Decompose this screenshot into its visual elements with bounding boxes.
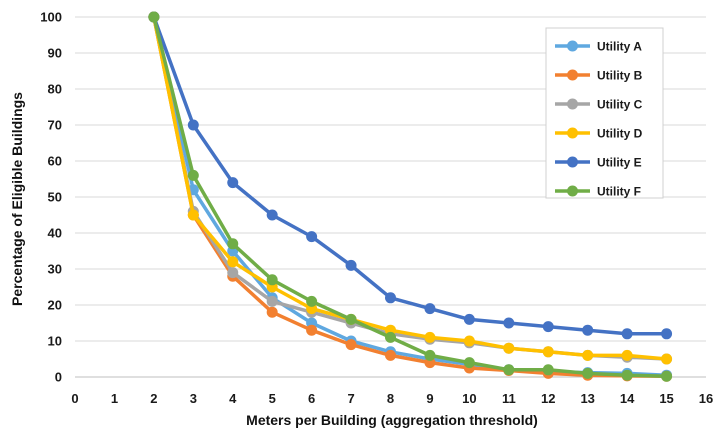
x-axis-ticks: 0 1 2 3 4 5 6 7 8 9 10 11 12 13 14 15 16 <box>71 391 713 406</box>
x-tick-label: 6 <box>308 391 315 406</box>
series-line <box>152 16 667 379</box>
series-line <box>152 16 667 379</box>
data-point <box>266 274 278 286</box>
x-tick-label: 16 <box>699 391 713 406</box>
data-point <box>227 238 239 250</box>
data-point <box>582 349 594 361</box>
legend: Utility A Utility B Utility C Utility D Util… <box>545 27 664 199</box>
x-tick-label: 8 <box>387 391 394 406</box>
data-point <box>266 295 278 307</box>
data-point <box>148 11 160 23</box>
data-point <box>385 349 396 361</box>
x-tick-label: 4 <box>229 391 237 406</box>
legend-label: Utility F <box>597 185 641 199</box>
data-point <box>661 353 673 365</box>
x-tick-label: 15 <box>659 391 673 406</box>
x-tick-label: 2 <box>150 391 157 406</box>
data-point <box>345 339 357 351</box>
legend-label: Utility A <box>597 40 642 54</box>
y-tick-label: 40 <box>48 226 62 241</box>
data-point <box>424 331 436 343</box>
legend-label: Utility C <box>597 98 643 112</box>
x-tick-label: 11 <box>502 391 516 406</box>
data-point <box>503 364 515 376</box>
y-tick-label: 10 <box>48 334 62 349</box>
data-point <box>227 267 239 279</box>
data-point <box>306 231 318 243</box>
data-point <box>582 367 594 379</box>
data-point <box>266 209 278 221</box>
x-tick-label: 0 <box>71 391 78 406</box>
series-utility-e <box>148 11 673 340</box>
data-point <box>621 328 633 340</box>
series-line <box>152 16 667 336</box>
legend-label: Utility D <box>597 127 643 141</box>
data-point <box>582 324 594 336</box>
data-point <box>345 259 357 271</box>
legend-box <box>545 27 664 199</box>
data-point <box>463 335 475 347</box>
data-point <box>187 119 199 131</box>
data-point <box>542 321 554 333</box>
data-point <box>345 313 357 325</box>
data-point <box>385 292 396 304</box>
x-tick-label: 12 <box>541 391 555 406</box>
data-point <box>385 331 396 343</box>
data-point <box>661 370 673 382</box>
data-point <box>503 317 515 329</box>
series-line <box>152 16 667 361</box>
data-point <box>542 346 554 358</box>
y-tick-label: 0 <box>55 370 62 385</box>
y-tick-label: 50 <box>48 190 62 205</box>
y-tick-label: 20 <box>48 298 62 313</box>
x-tick-label: 9 <box>426 391 433 406</box>
x-tick-label: 1 <box>111 391 118 406</box>
legend-marker <box>567 156 578 168</box>
x-axis-title: Meters per Building (aggregation thresho… <box>246 412 538 428</box>
y-tick-label: 100 <box>40 10 62 25</box>
data-point <box>266 306 278 318</box>
legend-marker <box>567 98 578 110</box>
y-tick-label: 60 <box>48 154 62 169</box>
data-point <box>661 328 673 340</box>
data-point <box>306 295 318 307</box>
y-tick-label: 70 <box>48 118 62 133</box>
legend-label: Utility E <box>597 156 642 170</box>
series-lines <box>148 11 673 382</box>
data-point <box>424 303 436 315</box>
data-point <box>187 209 199 221</box>
legend-label: Utility B <box>597 69 643 83</box>
data-point <box>621 369 633 381</box>
x-tick-label: 10 <box>462 391 476 406</box>
data-point <box>463 357 475 369</box>
y-tick-label: 90 <box>48 46 62 61</box>
data-point <box>621 349 633 361</box>
x-tick-label: 5 <box>269 391 276 406</box>
data-point <box>306 324 318 336</box>
data-point <box>187 169 199 181</box>
data-point <box>227 256 239 268</box>
legend-marker <box>567 40 578 52</box>
y-axis-ticks: 0 10 20 30 40 50 60 70 80 90 100 <box>40 10 62 385</box>
y-axis-title: Percentage of Eligible Buildings <box>9 92 25 306</box>
y-tick-label: 80 <box>48 82 62 97</box>
legend-marker <box>567 69 578 81</box>
x-tick-label: 7 <box>347 391 354 406</box>
y-tick-label: 30 <box>48 262 62 277</box>
data-point <box>227 177 239 189</box>
x-tick-label: 13 <box>580 391 594 406</box>
series-utility-f <box>148 11 673 382</box>
data-point <box>503 342 515 354</box>
x-tick-label: 14 <box>620 391 635 406</box>
legend-marker <box>567 127 578 139</box>
data-point <box>542 364 554 376</box>
data-point <box>424 349 436 361</box>
data-point <box>463 313 475 325</box>
x-tick-label: 3 <box>190 391 197 406</box>
legend-marker <box>567 185 578 197</box>
